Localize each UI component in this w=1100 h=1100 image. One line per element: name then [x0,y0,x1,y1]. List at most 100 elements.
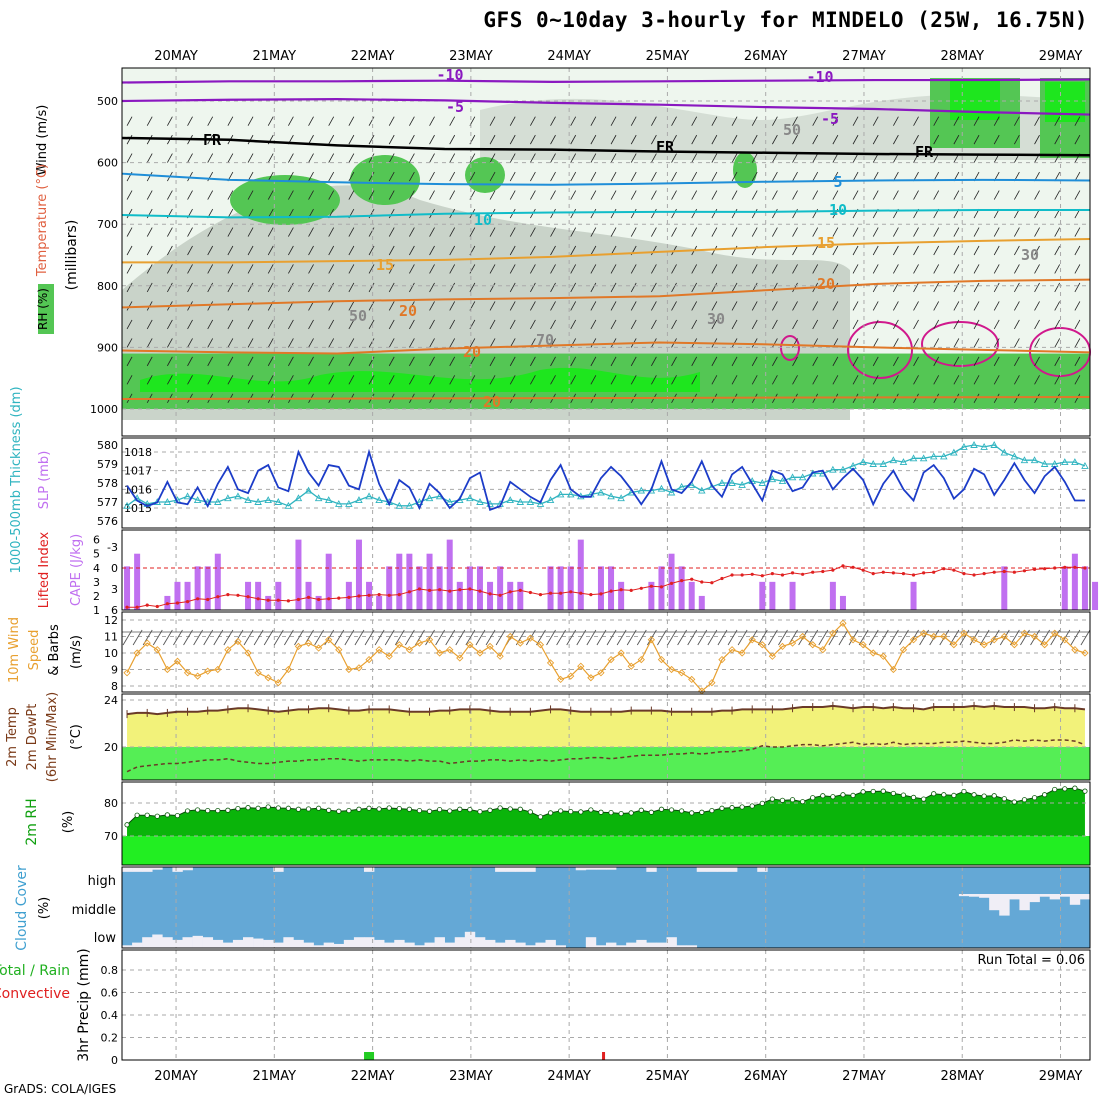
cloud-high-cell [142,867,153,872]
contour-label: 15 [376,256,394,274]
wind-barb [993,301,1000,311]
li-marker [942,567,946,571]
cloud-axis-label: Cloud Cover [14,865,30,951]
li-marker [982,572,986,576]
li-marker [125,605,129,609]
wind-barb [913,375,919,385]
wind-barb [751,375,758,385]
wind-barb [187,153,193,163]
surface-wind-barb [576,629,587,646]
cloud-low-cell [636,939,647,948]
wind-barb [550,134,556,145]
thickness-marker [405,501,414,509]
wind-barb [751,301,758,311]
wind-speed-marker [758,641,766,649]
rh-marker [376,806,382,812]
thickness-marker [163,498,172,505]
wind-barb [328,245,335,256]
wind-barb [187,245,193,256]
wind-barb [368,134,375,145]
li-marker [992,570,996,574]
wind-barb [489,153,496,163]
wind-barb [328,171,335,182]
surface-wind-barb [283,629,294,646]
wind-barb [530,171,536,182]
isotherm-10 [121,209,1090,219]
surface-wind-barb [122,629,133,646]
wind-barb [409,227,415,237]
wind-barb [630,356,637,367]
wind-barb [772,116,778,126]
wind-speed-marker [748,636,756,644]
wind-barb [288,171,294,182]
wind-barb [1074,245,1081,256]
surface-wind-barb [878,629,889,646]
surface-wind-barb [1080,629,1091,646]
thickness-marker [556,490,565,498]
wind-barb [509,319,516,330]
surface-wind-barb [404,629,415,646]
wind-speed-marker [909,636,918,644]
wind-barb [328,338,335,348]
rh-marker [749,803,755,809]
li-marker [851,565,855,569]
wind-barb [388,338,395,348]
wind-barb [348,227,355,237]
wind-speed-marker [365,655,373,664]
wind-barb [832,190,839,200]
wind-barb [711,153,718,163]
thickness-marker [919,454,928,462]
slp-series [126,448,1085,512]
wind-speed-marker [375,646,383,654]
wind-barb [1054,245,1061,256]
thickness-marker [335,499,343,507]
surface-wind-barb [384,629,395,646]
cloud-high-cell [595,867,607,870]
wind-barb [973,245,980,256]
wind-barb [671,190,677,200]
wind-barb [348,301,355,311]
rh-bright-patch [950,80,1000,120]
wind-barb [893,116,899,126]
wind-barb [993,393,1000,404]
li-marker [427,588,432,593]
wind-barb [1074,282,1081,293]
wind-speed-marker [466,641,474,649]
wind-barb [489,356,496,367]
surface-wind-barb [586,629,597,646]
wind-barb [409,171,415,182]
surface-wind-barb [606,629,617,646]
rh-marker [618,810,624,817]
thickness-marker [617,494,625,502]
pressure-tick-label: 700 [97,218,118,231]
cloud-low-cell [535,942,546,948]
wind-barb [792,227,798,237]
surface-wind-barb [243,629,254,646]
wind-speed-marker [244,649,252,657]
wind-barb [812,245,819,256]
wind-speed-marker [234,637,242,646]
thickness-tick-label: 576 [97,515,118,528]
wind-barb [933,245,940,256]
wind-barb [630,116,637,126]
wind-barb [731,356,738,367]
wind-barb [751,319,758,330]
wind-barb [872,319,879,330]
surface-wind-barb [929,629,940,646]
cape-bar [1001,566,1008,610]
wind-barb [913,301,919,311]
thickness-marker [1030,456,1039,464]
wind-barb [1054,116,1061,126]
contour-label: 30 [1021,246,1039,264]
wind-barb [348,134,355,145]
rh2m-unit-label: (%) [61,811,76,834]
cape-bar [769,581,776,610]
wind-barb [610,264,617,274]
wind-barb [509,227,516,237]
wind-speed-marker [899,646,908,654]
wind-barb [792,264,798,274]
cape-bar [396,553,403,610]
surface-wind-barb [959,629,970,646]
wind-barb [126,301,133,311]
